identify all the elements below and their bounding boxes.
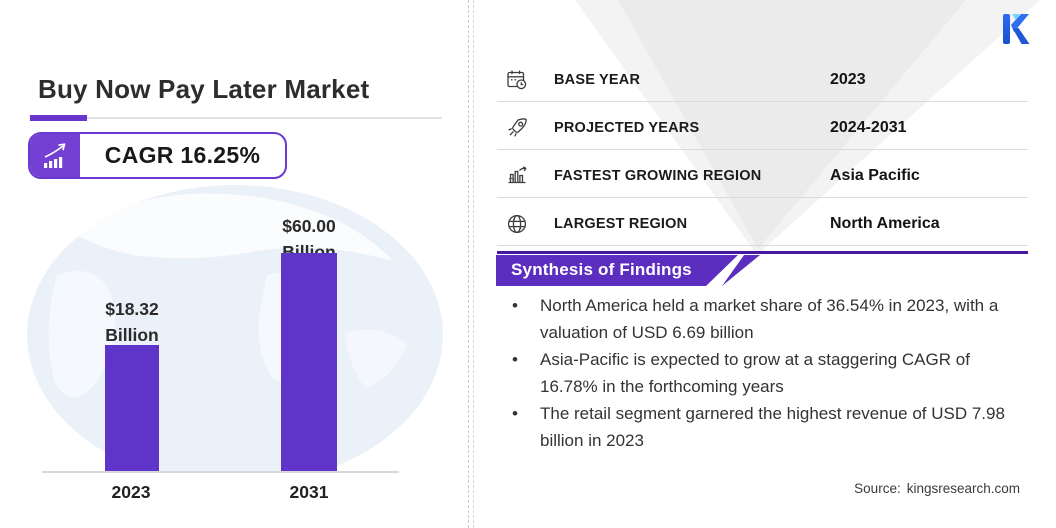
source-value: kingsresearch.com xyxy=(906,481,1020,496)
globe-icon xyxy=(505,212,529,236)
bar-value-label-2023: $18.32 Billion xyxy=(105,299,159,345)
key-facts-table: BASE YEAR 2023 PROJECTED YEARS 2024-2031 xyxy=(497,54,1028,246)
row-value: Asia Pacific xyxy=(830,166,920,184)
source-label: Source: xyxy=(854,481,901,496)
synthesis-top-line xyxy=(497,251,1028,254)
row-value: 2024-2031 xyxy=(830,118,907,136)
title-divider-accent xyxy=(30,115,87,121)
title-divider xyxy=(30,115,442,121)
growth-chart-icon xyxy=(30,134,80,177)
synthesis-title: Synthesis of Findings xyxy=(511,260,692,279)
kings-research-logo xyxy=(1001,12,1031,46)
x-axis-line xyxy=(42,471,399,473)
x-tick-2023: 2023 xyxy=(111,482,151,502)
findings-list: North America held a market share of 36.… xyxy=(504,292,1020,454)
cagr-badge: CAGR 16.25% xyxy=(28,132,287,179)
synthesis-banner: Synthesis of Findings xyxy=(496,255,738,286)
bar-2031 xyxy=(281,253,337,473)
row-label: PROJECTED YEARS xyxy=(554,119,700,136)
table-row-base-year: BASE YEAR 2023 xyxy=(497,54,1028,102)
row-label: BASE YEAR xyxy=(554,71,641,88)
bar-chart: $18.32 Billion $60.00 Billion 2023 2031 xyxy=(0,0,470,528)
x-tick-2031: 2031 xyxy=(289,482,329,502)
list-item: The retail segment garnered the highest … xyxy=(504,400,1020,454)
row-label: LARGEST REGION xyxy=(554,215,688,232)
list-item: North America held a market share of 36.… xyxy=(504,292,1020,346)
row-label: FASTEST GROWING REGION xyxy=(554,167,762,184)
table-row-projected-years: PROJECTED YEARS 2024-2031 xyxy=(497,102,1028,150)
list-item: Asia-Pacific is expected to grow at a st… xyxy=(504,346,1020,400)
rocket-icon xyxy=(505,116,529,140)
table-row-fastest-growing-region: FASTEST GROWING REGION Asia Pacific xyxy=(497,150,1028,198)
source-attribution: Source: kingsresearch.com xyxy=(854,481,1020,496)
row-value: 2023 xyxy=(830,70,866,88)
calendar-clock-icon xyxy=(505,68,529,92)
right-panel: BASE YEAR 2023 PROJECTED YEARS 2024-2031 xyxy=(470,0,1056,528)
table-row-largest-region: LARGEST REGION North America xyxy=(497,198,1028,246)
cagr-value: CAGR 16.25% xyxy=(104,142,261,168)
row-value: North America xyxy=(830,214,940,232)
region-growth-icon xyxy=(505,164,529,188)
page-title: Buy Now Pay Later Market xyxy=(38,74,370,104)
bar-2023 xyxy=(105,345,159,473)
left-panel: Buy Now Pay Later Market CAGR 16.25% xyxy=(0,0,470,528)
panel-divider xyxy=(468,0,474,528)
